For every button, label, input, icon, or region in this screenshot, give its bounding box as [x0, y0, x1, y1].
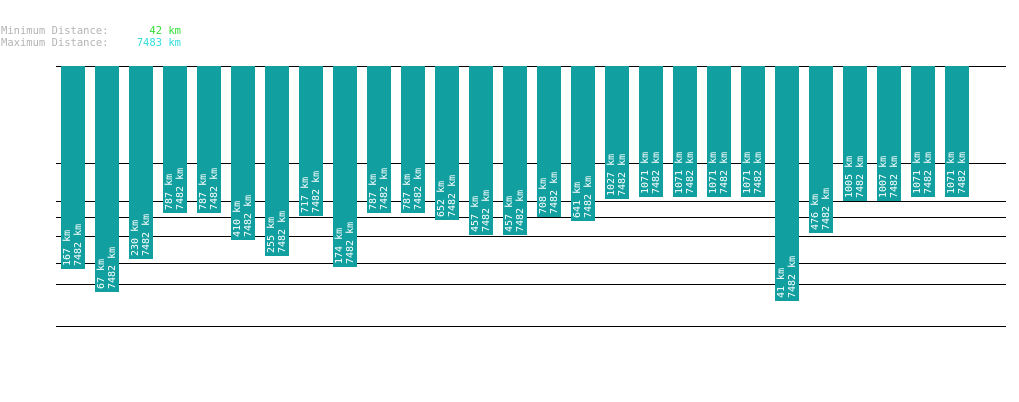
bar	[333, 66, 357, 267]
min-distance-label: Minimum Distance:	[1, 25, 109, 37]
bar-total-label: 7482 km	[719, 152, 730, 194]
bar-total-label: 7482 km	[141, 214, 152, 256]
bar-total-label: 7482 km	[515, 190, 526, 232]
bar	[435, 66, 459, 220]
bar	[571, 66, 595, 221]
bar-value-label: 787 km	[198, 174, 209, 210]
bar-total-label: 7482 km	[889, 156, 900, 198]
bar	[129, 66, 153, 259]
bar-value-label: 787 km	[368, 174, 379, 210]
bar-total-label: 7482 km	[685, 152, 696, 194]
bar-value-label: 641 km	[572, 182, 583, 218]
bar-total-label: 7482 km	[345, 222, 356, 264]
bar	[469, 66, 493, 235]
max-distance-value: 7483 km	[136, 37, 181, 49]
bar	[809, 66, 833, 233]
bar	[775, 66, 799, 301]
bar-total-label: 7482 km	[549, 172, 560, 214]
bar	[605, 66, 629, 199]
bar-total-label: 7482 km	[481, 190, 492, 232]
bar-total-label: 7482 km	[73, 224, 84, 266]
bar-total-label: 7482 km	[243, 195, 254, 237]
bar-value-label: 1071 km	[640, 152, 651, 194]
bar-value-label: 1071 km	[708, 152, 719, 194]
bar	[673, 66, 697, 197]
bar-total-label: 7482 km	[413, 168, 424, 210]
bar-total-label: 7482 km	[379, 168, 390, 210]
bar-value-label: 174 km	[334, 228, 345, 264]
bar	[945, 66, 969, 197]
bar	[299, 66, 323, 216]
bar-value-label: 1027 km	[606, 154, 617, 196]
bar	[741, 66, 765, 197]
bar-total-label: 7482 km	[787, 256, 798, 298]
bar	[911, 66, 935, 197]
bar-total-label: 7482 km	[277, 211, 288, 253]
bar-value-label: 1071 km	[912, 152, 923, 194]
bar	[639, 66, 663, 197]
bar-total-label: 7482 km	[923, 152, 934, 194]
bar-value-label: 1007 km	[878, 156, 889, 198]
bar-value-label: 787 km	[164, 174, 175, 210]
bar-total-label: 7482 km	[447, 175, 458, 217]
max-distance-row: Maximum Distance: 7483 km	[1, 37, 181, 49]
bar-total-label: 7482 km	[855, 156, 866, 198]
bar-total-label: 7482 km	[107, 247, 118, 289]
bar	[503, 66, 527, 235]
bar-value-label: 41 km	[776, 268, 787, 298]
bar	[367, 66, 391, 213]
bar-total-label: 7482 km	[651, 152, 662, 194]
bar-value-label: 167 km	[62, 230, 73, 266]
bar	[537, 66, 561, 217]
bar-total-label: 7482 km	[175, 168, 186, 210]
bar-total-label: 7482 km	[617, 154, 628, 196]
min-distance-row: Minimum Distance: 42 km	[1, 25, 181, 37]
bar-value-label: 476 km	[810, 194, 821, 230]
bar	[265, 66, 289, 256]
bar-value-label: 717 km	[300, 177, 311, 213]
bar-value-label: 1071 km	[742, 152, 753, 194]
bar-value-label: 1005 km	[844, 156, 855, 198]
bar	[843, 66, 867, 201]
bar-value-label: 67 km	[96, 259, 107, 289]
bar	[197, 66, 221, 213]
bar-value-label: 230 km	[130, 220, 141, 256]
bar	[61, 66, 85, 269]
bar-value-label: 457 km	[504, 196, 515, 232]
bar-value-label: 410 km	[232, 201, 243, 237]
bar	[231, 66, 255, 240]
bar-total-label: 7482 km	[311, 171, 322, 213]
min-distance-value: 42 km	[149, 25, 181, 37]
bar	[95, 66, 119, 292]
bar	[401, 66, 425, 213]
bar-total-label: 7482 km	[583, 176, 594, 218]
bar-value-label: 457 km	[470, 196, 481, 232]
bar-value-label: 1071 km	[946, 152, 957, 194]
bar-total-label: 7482 km	[957, 152, 968, 194]
bar-value-label: 255 km	[266, 217, 277, 253]
max-distance-label: Maximum Distance:	[1, 37, 109, 49]
distance-stats: Minimum Distance: 42 km Maximum Distance:…	[1, 25, 181, 49]
bar-value-label: 787 km	[402, 174, 413, 210]
bar-total-label: 7482 km	[753, 152, 764, 194]
bar-value-label: 652 km	[436, 181, 447, 217]
bar-total-label: 7482 km	[209, 168, 220, 210]
bar	[707, 66, 731, 197]
bar-value-label: 1071 km	[674, 152, 685, 194]
bar-total-label: 7482 km	[821, 188, 832, 230]
bar	[163, 66, 187, 213]
bar	[877, 66, 901, 201]
bar-value-label: 708 km	[538, 178, 549, 214]
